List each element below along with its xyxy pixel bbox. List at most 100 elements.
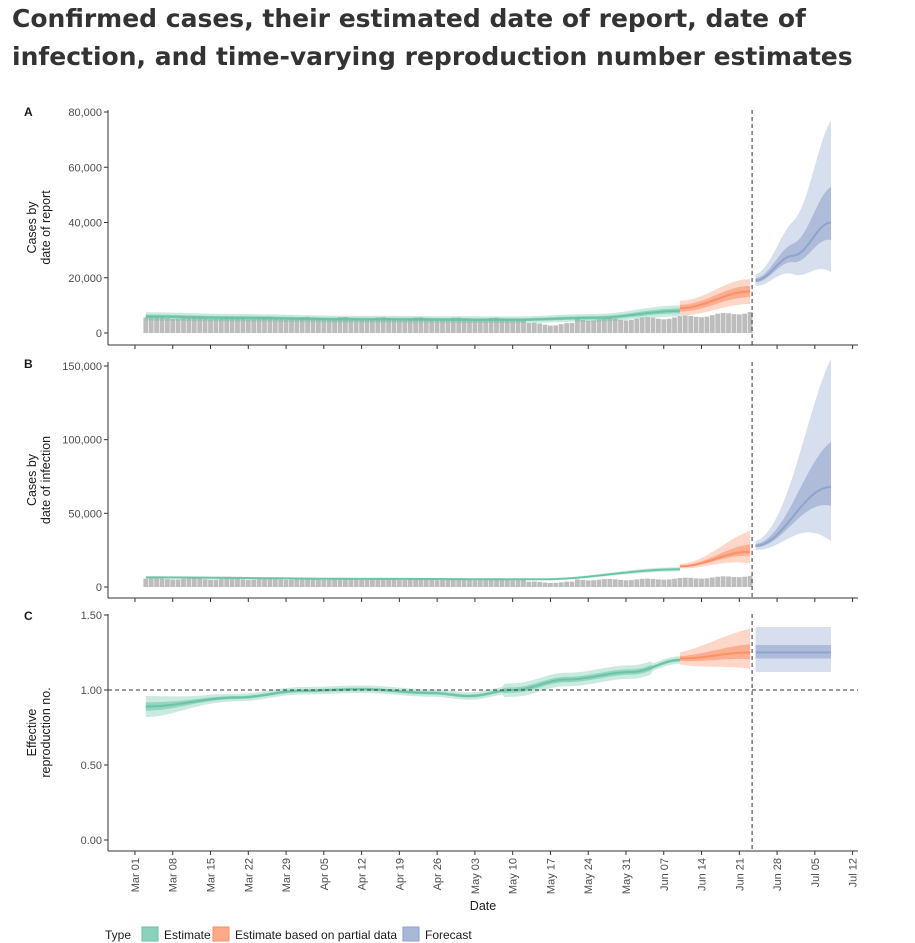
legend-item: Estimate (141, 926, 211, 942)
y-tick-label: 20,000 (68, 273, 102, 285)
observed-bar (305, 316, 310, 333)
observed-bar (494, 578, 499, 587)
observed-bar (148, 316, 154, 333)
observed-bar (429, 319, 435, 333)
x-tick-label: Mar 29 (281, 858, 293, 892)
observed-bar (343, 578, 348, 587)
observed-bar (213, 318, 219, 333)
observed-bar (359, 579, 364, 587)
observed-bar (682, 577, 688, 587)
observed-bar (656, 318, 661, 333)
x-tick-labels: Mar 01 Mar 08 Mar 15 Mar 22 Mar 29 Apr 05 Apr … (130, 858, 860, 894)
observed-bar (218, 578, 224, 587)
series-estimate (145, 567, 680, 581)
observed-bar (564, 323, 569, 333)
observed-bar (666, 579, 672, 587)
observed-bar (472, 320, 478, 333)
observed-bar (272, 578, 278, 587)
observed-bar (143, 578, 149, 587)
observed-bar (656, 579, 661, 587)
observed-bar (564, 581, 569, 587)
y-axis-label-line: Cases by (25, 453, 39, 506)
observed-bar (202, 579, 208, 587)
observed-bar (337, 317, 343, 333)
observed-bar (526, 581, 532, 587)
x-tick-label: Mar 01 (130, 858, 142, 892)
observed-bar (585, 580, 591, 587)
observed-bar (197, 578, 203, 587)
y-axis-label-line: Effective (25, 709, 39, 757)
observed-bar (612, 318, 618, 333)
y-tick-label: 50,000 (68, 508, 102, 520)
observed-bar (348, 317, 354, 333)
observed-bar (397, 319, 402, 333)
panel-label: B (24, 357, 33, 371)
observed-bar (375, 578, 381, 587)
y-axis-label-line: date of report (39, 190, 53, 265)
observed-bar (445, 579, 451, 587)
legend-label: Forecast (425, 928, 472, 942)
observed-bar (440, 319, 445, 333)
observed-bar (591, 580, 596, 587)
observed-bar (472, 580, 478, 587)
observed-bar (548, 325, 553, 333)
x-tick-label: Jul 12 (848, 858, 860, 887)
legend-title: Type (105, 928, 131, 942)
observed-bar (499, 318, 505, 333)
observed-bar (353, 319, 359, 333)
observed-bar (397, 580, 402, 587)
observed-bar (596, 319, 602, 333)
observed-bar (488, 317, 494, 333)
legend-swatch (402, 926, 420, 942)
panel-b: 0 50,000 100,000 150,000 B Cases bydate of in… (24, 357, 858, 602)
observed-bar (720, 313, 726, 333)
y-axis-label-line: Cases by (25, 201, 39, 254)
observed-bar (515, 580, 521, 587)
observed-bar (682, 315, 688, 333)
observed-bar (650, 578, 656, 587)
observed-bar (224, 578, 230, 587)
observed-bar (191, 316, 197, 333)
observed-bar (575, 318, 580, 333)
x-tick-label: Mar 08 (168, 858, 180, 892)
observed-bar (677, 578, 683, 587)
observed-bar (429, 579, 435, 587)
y-tick-label: 0 (96, 582, 102, 594)
x-tick-label: Jul 05 (810, 858, 822, 887)
observed-bar (477, 580, 483, 587)
observed-bar (218, 317, 224, 333)
observed-bar (251, 579, 257, 587)
observed-bar (326, 579, 332, 587)
observed-bar (585, 320, 591, 333)
panel-label: A (24, 105, 33, 119)
observed-bar (634, 579, 640, 587)
observed-bar (235, 578, 240, 587)
observed-bar (348, 578, 354, 587)
legend: Type Estimate Estimate based on partial da… (105, 926, 472, 942)
observed-bar (504, 579, 510, 587)
observed-bar (629, 320, 634, 333)
y-tick-label: 100,000 (62, 435, 102, 447)
observed-bar (467, 579, 472, 587)
observed-bar (305, 578, 310, 587)
observed-bar (726, 313, 731, 333)
observed-bar (645, 317, 650, 333)
observed-bar (709, 315, 715, 333)
observed-bar (402, 319, 408, 333)
observed-bar (742, 313, 748, 333)
observed-bar (488, 578, 494, 587)
observed-bar (310, 578, 316, 587)
observed-bar (515, 320, 521, 333)
y-tick-label: 80,000 (68, 107, 102, 119)
observed-bar (661, 579, 667, 587)
median-line (145, 568, 680, 581)
observed-bar (316, 318, 321, 333)
observed-bar (542, 324, 548, 333)
observed-bar (483, 579, 489, 587)
observed-bar (445, 318, 451, 333)
observed-bar (618, 319, 623, 333)
observed-bar (440, 580, 445, 587)
observed-bar (677, 316, 683, 333)
observed-bar (402, 579, 408, 587)
